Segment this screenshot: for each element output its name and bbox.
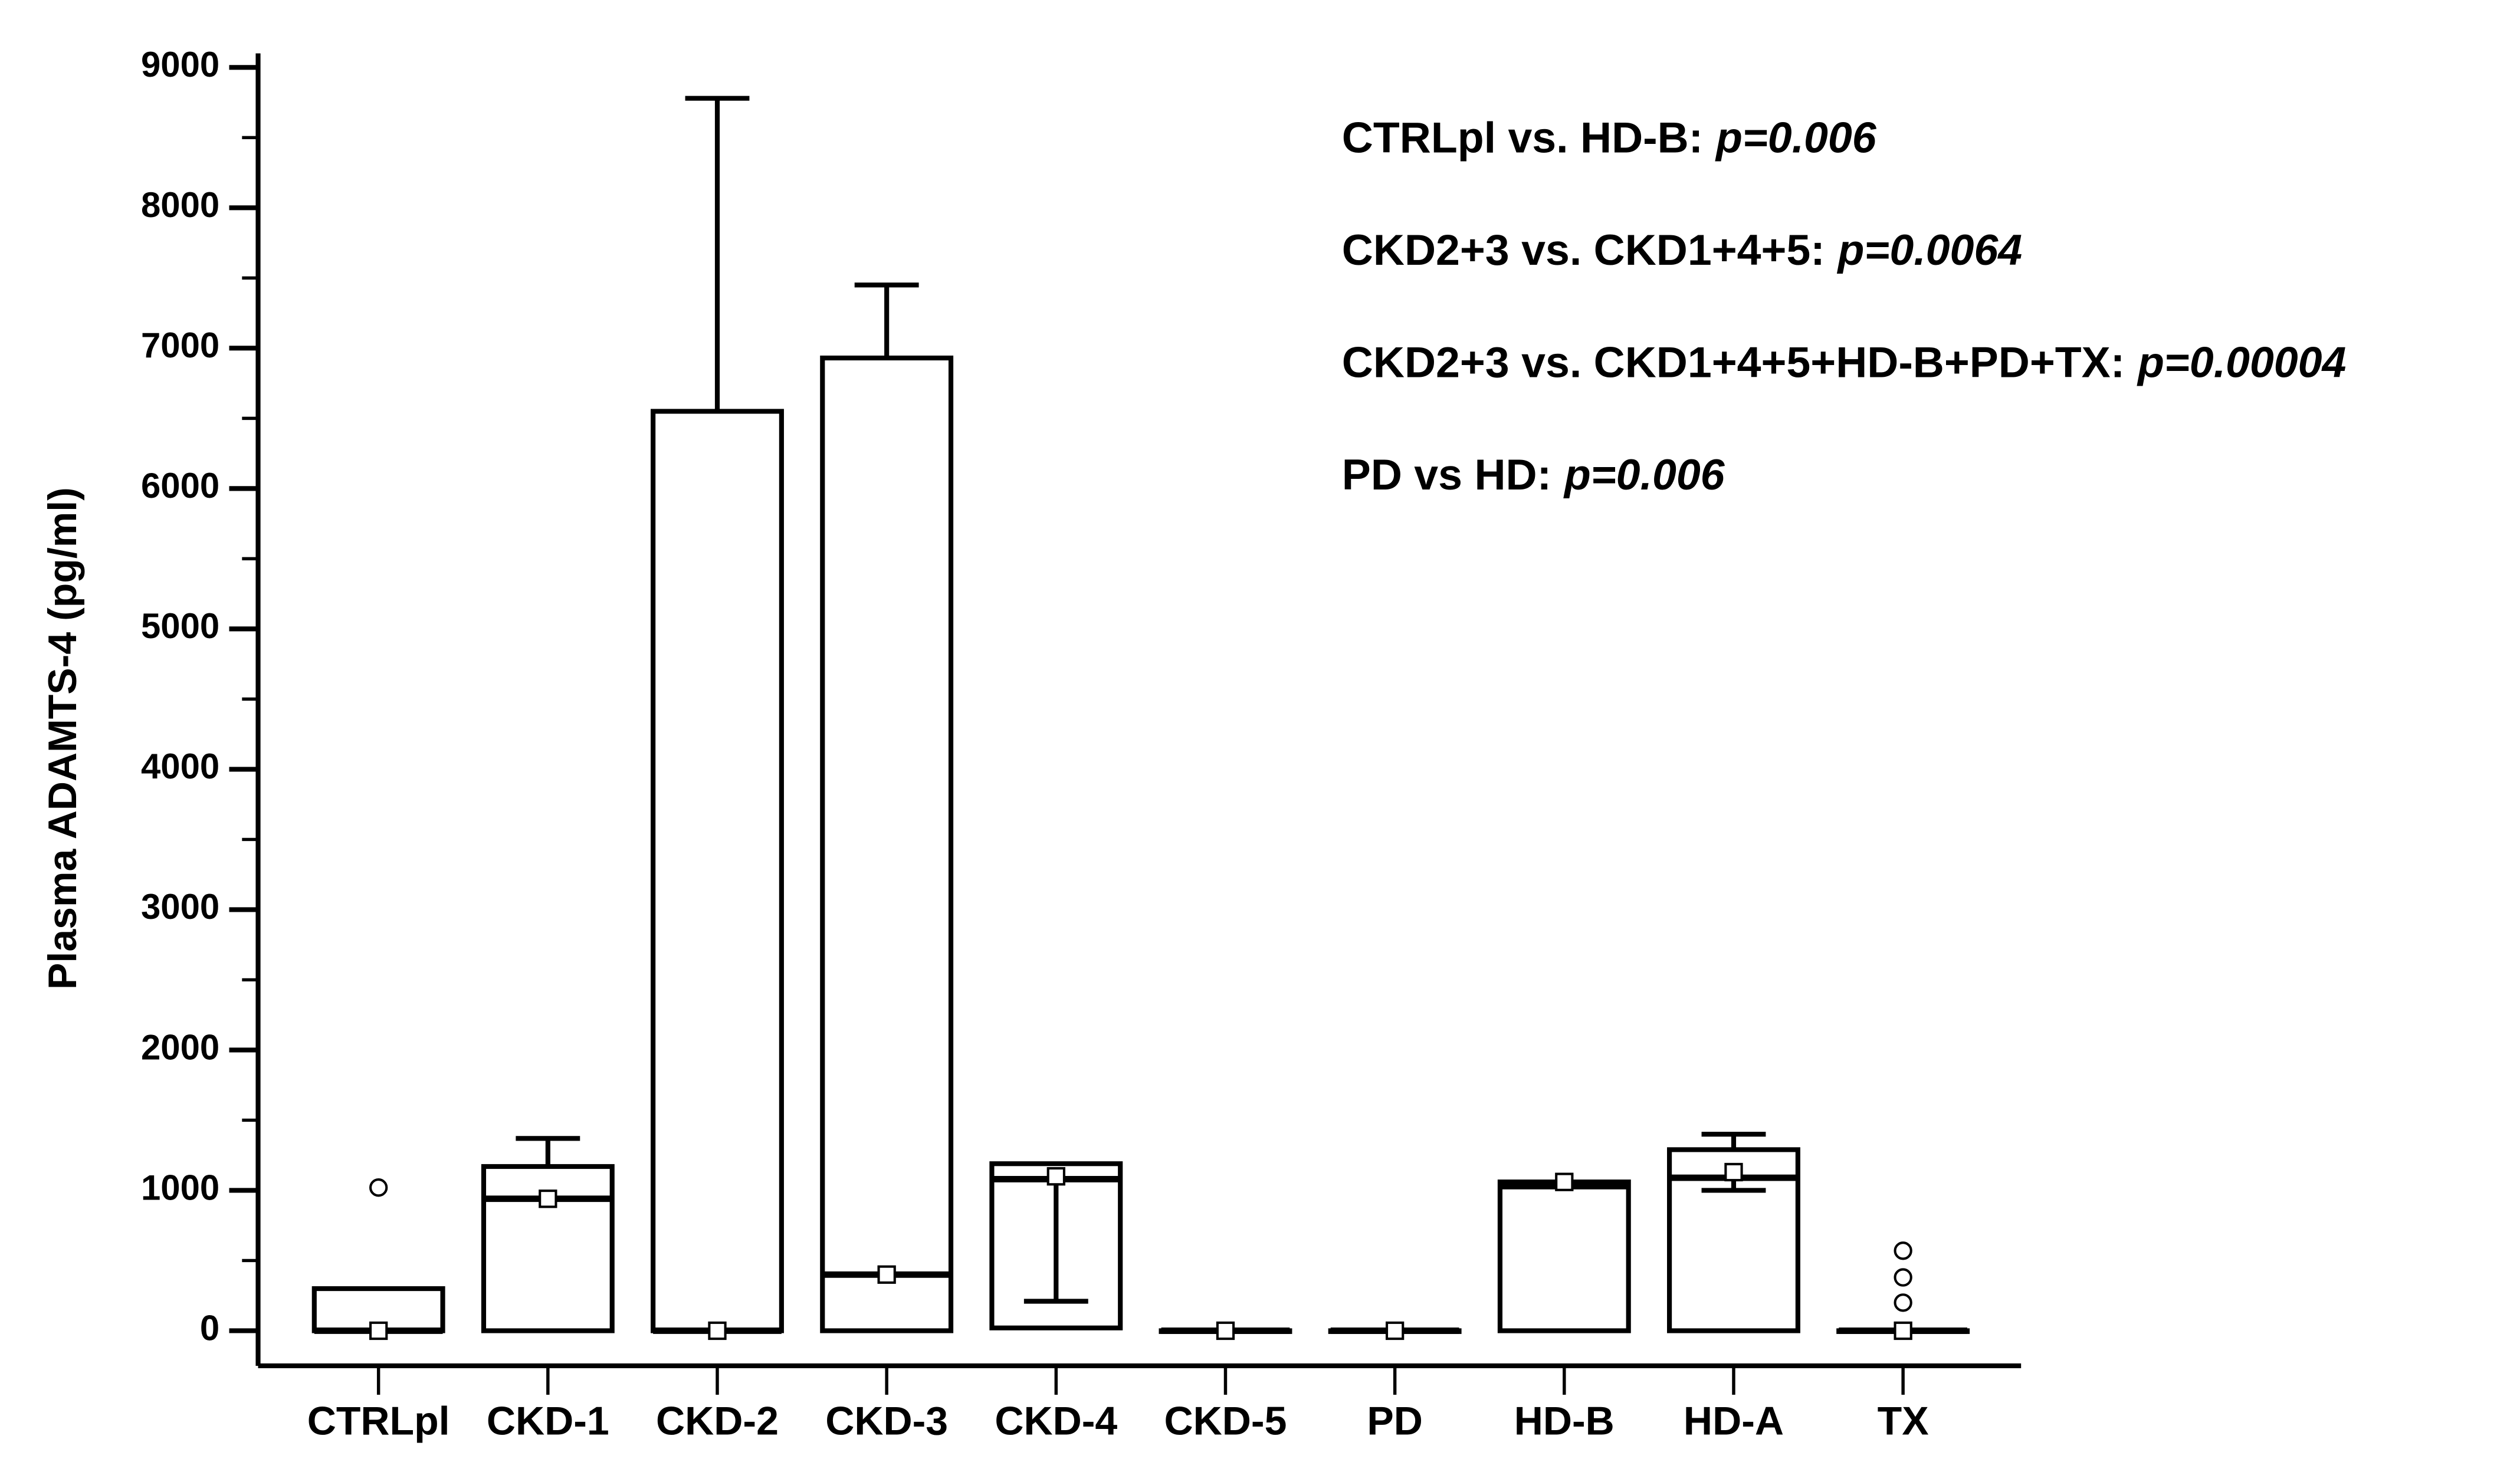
box — [651, 409, 784, 1333]
x-tick-label: HD-A — [1684, 1398, 1784, 1443]
x-tick-label: CKD-5 — [1164, 1398, 1287, 1443]
mean — [1385, 1321, 1405, 1340]
annotation-text: CKD2+3 vs. CKD1+4+5+HD-B+PD+TX: — [1342, 338, 2125, 387]
mean — [708, 1321, 727, 1340]
mean — [1216, 1321, 1235, 1340]
y-tick-label: 0 — [200, 1308, 219, 1348]
annotation-text: CKD2+3 vs. CKD1+4+5: — [1342, 225, 1825, 274]
x-tick-label: CTRLpl — [307, 1398, 450, 1443]
box — [1667, 1147, 1800, 1333]
box — [820, 355, 954, 1333]
y-tick-label: 4000 — [141, 747, 219, 786]
p-value: p=0.006 — [1563, 451, 1725, 500]
outlier — [369, 1178, 388, 1197]
box — [989, 1161, 1123, 1330]
outlier — [1894, 1241, 1912, 1260]
mean — [1724, 1162, 1743, 1182]
outlier — [1894, 1268, 1912, 1287]
annotation-text: CTRLpl vs. HD-B: — [1342, 113, 1703, 162]
y-tick-label: 5000 — [141, 606, 219, 646]
annotation: PD vs HD: p=0.006 — [1342, 451, 1725, 500]
annotation: CKD2+3 vs. CKD1+4+5+HD-B+PD+TX: p=0.00004 — [1342, 338, 2347, 387]
x-tick-label: HD-B — [1514, 1398, 1615, 1443]
box — [481, 1164, 615, 1333]
box — [1497, 1179, 1631, 1333]
y-tick-label: 2000 — [141, 1027, 219, 1067]
y-tick-label: 6000 — [141, 466, 219, 505]
mean — [369, 1321, 388, 1340]
mean — [1555, 1172, 1574, 1191]
x-tick-label: CKD-2 — [656, 1398, 779, 1443]
p-value: p=0.006 — [1715, 113, 1877, 162]
y-axis-label: Plasma ADAMTS-4 (pg/ml) — [40, 487, 85, 990]
x-tick-label: CKD-1 — [487, 1398, 609, 1443]
mean — [1894, 1321, 1912, 1340]
annotation: CKD2+3 vs. CKD1+4+5: p=0.0064 — [1342, 225, 2022, 274]
y-tick-label: 1000 — [141, 1168, 219, 1207]
mean — [877, 1265, 896, 1284]
x-tick-label: CKD-4 — [995, 1398, 1117, 1443]
p-value: p=0.00004 — [2137, 338, 2346, 387]
outlier — [1894, 1293, 1912, 1312]
x-tick-label: TX — [1878, 1398, 1929, 1443]
y-tick-label: 7000 — [141, 326, 219, 365]
y-tick-label: 8000 — [141, 185, 219, 225]
x-tick-label: CKD-3 — [825, 1398, 948, 1443]
annotation-text: PD vs HD: — [1342, 451, 1551, 500]
y-tick-label: 9000 — [141, 45, 219, 84]
mean — [1046, 1167, 1065, 1186]
y-tick-label: 3000 — [141, 887, 219, 926]
mean — [539, 1190, 557, 1208]
x-tick-label: PD — [1367, 1398, 1423, 1443]
annotation: CTRLpl vs. HD-B: p=0.006 — [1342, 113, 1877, 162]
p-value: p=0.0064 — [1837, 225, 2023, 274]
